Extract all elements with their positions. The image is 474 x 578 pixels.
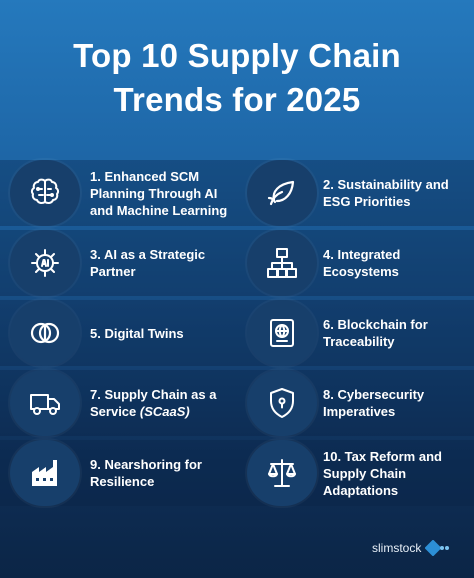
trend-label: 10. Tax Reform and Supply Chain Adaptati…: [323, 448, 442, 498]
scales-icon: [268, 459, 296, 487]
trend-row-2: 3. AI as a Strategic Partner 4. Integrat…: [0, 230, 474, 296]
trend-item-6: 6. Blockchain for Traceability: [237, 300, 474, 366]
blockchain-icon: [270, 319, 294, 347]
trend-row-3: 5. Digital Twins 6. Blockchain for Trace…: [0, 300, 474, 366]
leaf-hand-icon: [267, 180, 295, 206]
trend-label: 4. Integrated Ecosystems: [323, 247, 401, 279]
truck-icon: [30, 394, 60, 415]
title-line-2: Trends for 2025: [113, 81, 361, 118]
icon-badge: [247, 160, 317, 226]
trend-label: 7. Supply Chain as a Service (SCaaS): [90, 370, 235, 436]
page-title: Top 10 Supply Chain Trends for 2025: [0, 34, 474, 122]
trend-item-2: 2. Sustainability and ESG Priorities: [237, 160, 474, 226]
brand-logo: slimstock: [372, 540, 451, 556]
twin-circles-icon: [30, 322, 60, 344]
trend-row-4: 7. Supply Chain as a Service (SCaaS) 8. …: [0, 370, 474, 436]
brand-name: slimstock: [372, 541, 422, 555]
trend-label: 5. Digital Twins: [90, 325, 184, 341]
icon-badge: [10, 300, 80, 366]
trend-item-10: 10. Tax Reform and Supply Chain Adaptati…: [237, 440, 474, 506]
ai-gear-icon: [31, 249, 59, 277]
title-line-1: Top 10 Supply Chain: [73, 37, 401, 74]
icon-badge: [247, 440, 317, 506]
trend-item-5: 5. Digital Twins: [0, 300, 237, 366]
network-icon: [267, 248, 297, 278]
trend-item-3: 3. AI as a Strategic Partner: [0, 230, 237, 296]
icon-badge: [10, 230, 80, 296]
trend-label: 1. Enhanced SCM Planning Through AI and …: [90, 168, 228, 218]
factory-icon: [32, 460, 57, 486]
trend-item-9: 9. Nearshoring for Resilience: [0, 440, 237, 506]
icon-badge: [247, 230, 317, 296]
trend-label-text: 7. Supply Chain as a Service: [90, 387, 217, 419]
trend-item-7: 7. Supply Chain as a Service (SCaaS): [0, 370, 237, 436]
trend-row-1: 1. Enhanced SCM Planning Through AI and …: [0, 160, 474, 226]
trend-label: 8. Cybersecurity Imperatives: [323, 387, 425, 419]
brain-circuit-icon: [30, 178, 60, 205]
trend-label: 2. Sustainability and ESG Priorities: [323, 177, 449, 209]
icon-badge: [10, 160, 80, 226]
trend-label: 6. Blockchain for Traceability: [323, 317, 428, 349]
icon-badge: [10, 370, 80, 436]
shield-lock-icon: [270, 388, 294, 418]
icon-badge: [247, 300, 317, 366]
trend-item-4: 4. Integrated Ecosystems: [237, 230, 474, 296]
trend-item-8: 8. Cybersecurity Imperatives: [237, 370, 474, 436]
brand-mark-icon: [425, 540, 450, 556]
icon-badge: [10, 440, 80, 506]
trend-label: 9. Nearshoring for Resilience: [90, 457, 202, 489]
trend-label: 3. AI as a Strategic Partner: [90, 247, 206, 279]
trend-item-1: 1. Enhanced SCM Planning Through AI and …: [0, 160, 237, 226]
trend-label-emphasis: (SCaaS): [139, 404, 190, 419]
icon-badge: [247, 370, 317, 436]
trend-row-5: 9. Nearshoring for Resilience 10. Tax Re…: [0, 440, 474, 506]
